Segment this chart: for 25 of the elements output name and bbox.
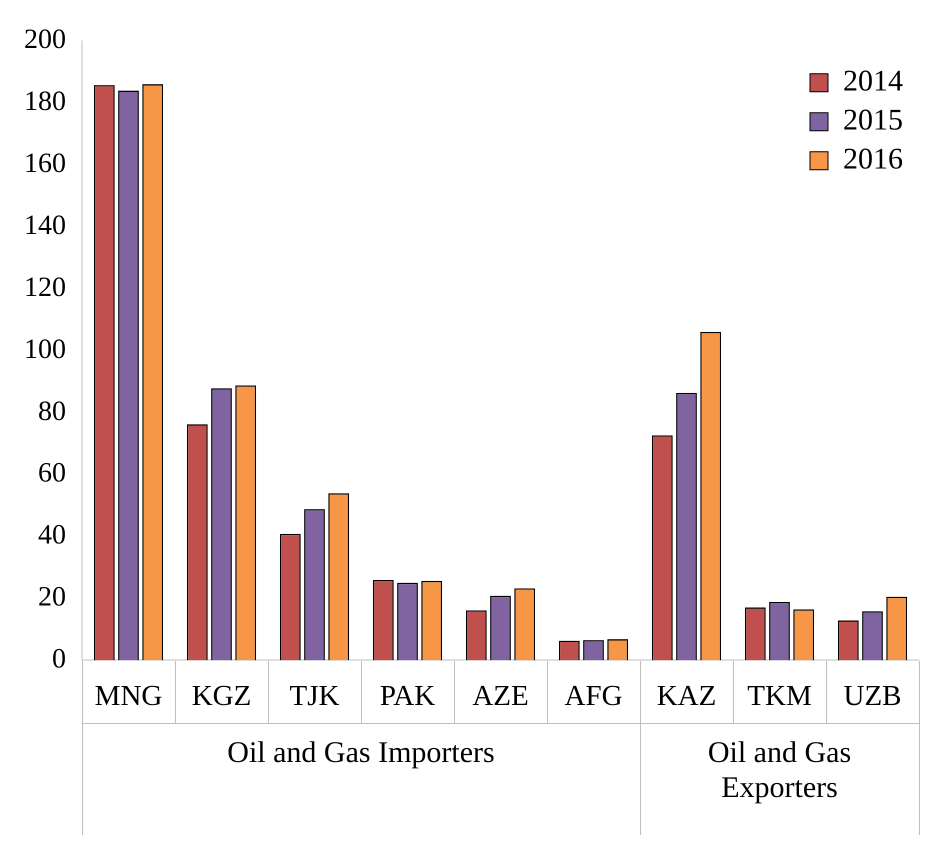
y-tick-label: 180: [24, 86, 66, 118]
x-tick-label: KAZ: [656, 680, 716, 712]
legend-label: 2016: [843, 142, 903, 176]
legend-label: 2014: [843, 64, 903, 98]
y-tick-label: 20: [38, 582, 66, 613]
y-tick-label: 200: [24, 24, 66, 56]
y-tick-label: 120: [24, 272, 66, 303]
y-tick-label: 160: [24, 148, 66, 180]
x-tick-label: KGZ: [192, 680, 252, 712]
x-tick-label: TJK: [290, 680, 340, 712]
text: Oil and Gas Exporters: [708, 736, 852, 804]
y-tick-label: 60: [38, 458, 66, 489]
y-tick-label: 100: [24, 334, 66, 365]
x-tick-label: PAK: [380, 680, 436, 712]
x-tick-label: TKM: [747, 680, 812, 712]
y-tick-label: 0: [52, 644, 66, 675]
x-tick-label: UZB: [844, 680, 902, 712]
text: Oil and Gas Importers: [227, 736, 495, 770]
y-tick-label: 140: [24, 210, 66, 241]
legend-label: 2015: [843, 104, 903, 137]
x-tick-label: AFG: [564, 680, 623, 712]
x-tick-label: MNG: [94, 680, 162, 712]
x-tick-label: AZE: [472, 680, 529, 712]
y-tick-label: 80: [38, 396, 66, 427]
y-tick-label: 40: [38, 520, 66, 551]
